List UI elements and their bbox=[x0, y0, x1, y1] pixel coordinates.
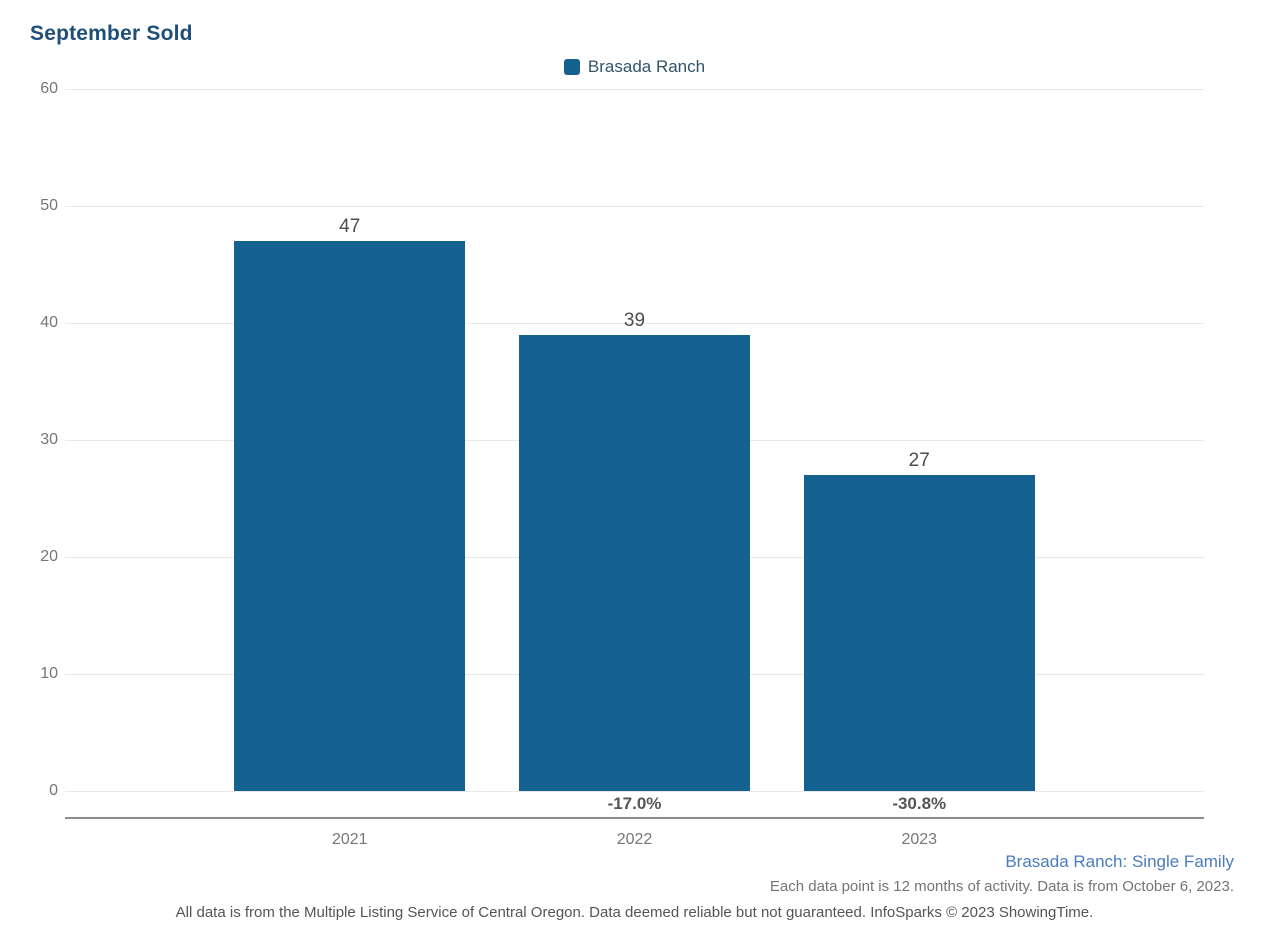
x-tick-2022: 2022 bbox=[616, 831, 653, 848]
y-tick-20: 20 bbox=[40, 548, 58, 565]
gridline-40 bbox=[65, 323, 1204, 324]
legend-label: Brasada Ranch bbox=[587, 57, 706, 76]
x-axis-line bbox=[65, 817, 1204, 819]
disclaimer-footnote: All data is from the Multiple Listing Se… bbox=[175, 904, 1094, 921]
data-footnote: Each data point is 12 months of activity… bbox=[769, 878, 1234, 895]
change-labels-row: -17.0% -30.8% bbox=[65, 794, 1204, 816]
y-tick-30: 30 bbox=[40, 431, 58, 448]
bar-value-2023: 27 bbox=[908, 450, 930, 472]
bar-2023[interactable] bbox=[803, 475, 1035, 791]
bar-value-2022: 39 bbox=[623, 309, 646, 331]
y-tick-0: 0 bbox=[49, 782, 58, 799]
bar-value-2021: 47 bbox=[339, 216, 361, 238]
plot-area: 47 39 27 bbox=[65, 89, 1204, 792]
legend-swatch-icon bbox=[563, 59, 580, 75]
gridline-50 bbox=[65, 206, 1204, 207]
x-tick-2023: 2023 bbox=[901, 831, 938, 848]
bar-2021[interactable] bbox=[234, 241, 466, 791]
x-axis-labels: 2021 2022 2023 bbox=[65, 831, 1204, 851]
change-label-2023: -30.8% bbox=[892, 794, 947, 813]
y-tick-50: 50 bbox=[40, 197, 58, 214]
gridline-0 bbox=[65, 791, 1204, 792]
y-tick-10: 10 bbox=[40, 665, 58, 682]
gridline-60 bbox=[65, 89, 1204, 90]
bar-2022[interactable] bbox=[519, 334, 750, 791]
legend: Brasada Ranch bbox=[65, 56, 1204, 78]
change-label-2022: -17.0% bbox=[607, 794, 662, 813]
y-axis-labels: 0 10 20 30 40 50 60 bbox=[0, 80, 58, 799]
chart-title: September Sold bbox=[30, 22, 193, 45]
y-tick-60: 60 bbox=[40, 80, 58, 97]
y-tick-40: 40 bbox=[40, 314, 58, 331]
x-tick-2021: 2021 bbox=[331, 831, 368, 848]
series-footnote: Brasada Ranch: Single Family bbox=[1005, 852, 1234, 871]
